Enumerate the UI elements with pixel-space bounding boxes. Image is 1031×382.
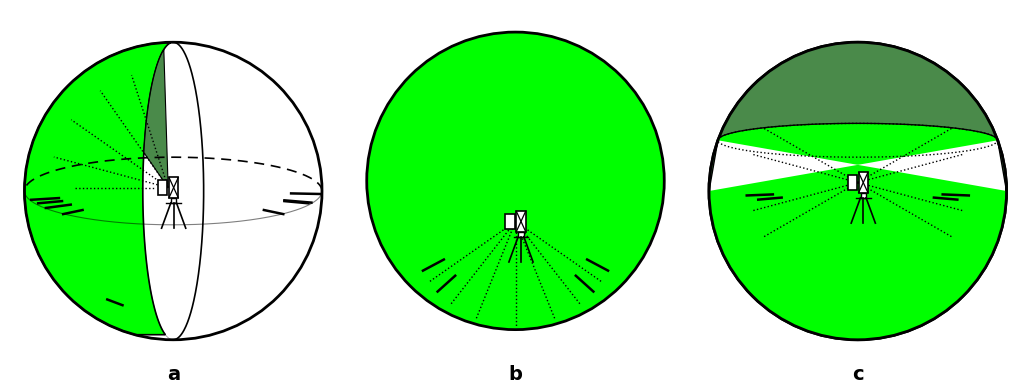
Polygon shape [25,43,170,335]
Bar [859,172,868,193]
Ellipse shape [709,42,1006,340]
Bar [519,231,524,236]
Ellipse shape [367,32,664,330]
Polygon shape [709,123,1006,340]
Polygon shape [709,42,1006,191]
Text: b: b [508,365,523,382]
Bar [847,175,857,190]
Polygon shape [144,50,168,188]
Bar [505,214,514,229]
Bar [517,211,526,231]
Text: c: c [852,365,864,382]
Bar [861,193,866,198]
Bar [171,198,176,203]
Text: a: a [167,365,179,382]
Bar [158,180,167,195]
Bar [169,178,178,198]
